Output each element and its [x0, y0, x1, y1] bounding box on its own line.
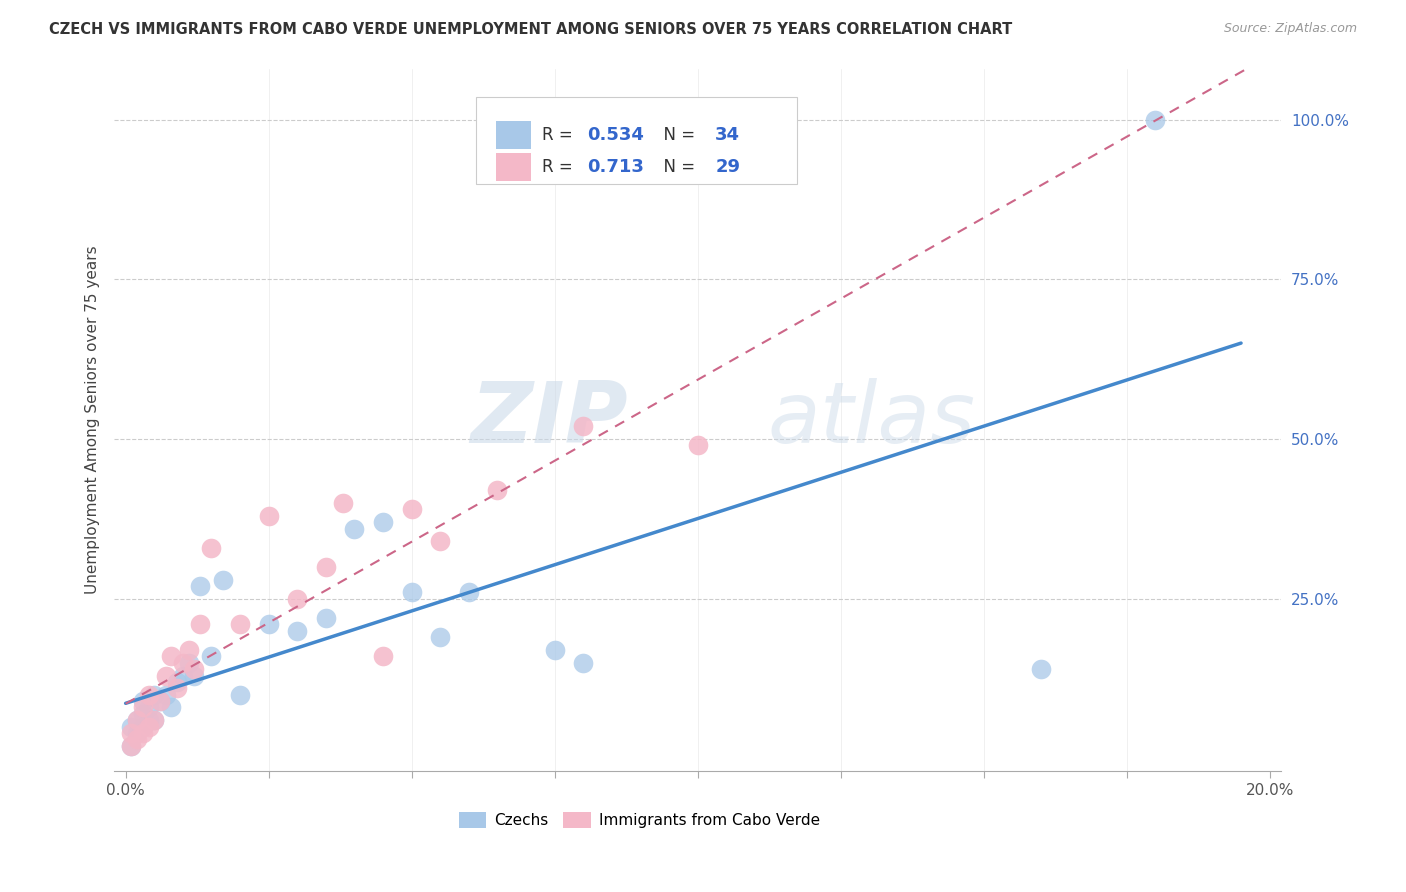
Point [200, 541, 222, 555]
Point [138, 700, 160, 714]
Point [166, 681, 188, 696]
Point [257, 508, 280, 523]
Point [332, 496, 354, 510]
Point [155, 668, 177, 682]
Point [401, 502, 423, 516]
Point [401, 585, 423, 599]
Text: N =: N = [654, 158, 700, 176]
Point [132, 694, 155, 708]
Point [125, 732, 148, 747]
Text: CZECH VS IMMIGRANTS FROM CABO VERDE UNEMPLOYMENT AMONG SENIORS OVER 75 YEARS COR: CZECH VS IMMIGRANTS FROM CABO VERDE UNEM… [49, 22, 1012, 37]
Point [257, 617, 280, 632]
Point [160, 700, 183, 714]
Point [138, 713, 160, 727]
Point [285, 591, 308, 606]
Point [343, 522, 366, 536]
Text: 34: 34 [716, 127, 740, 145]
Text: N =: N = [654, 127, 700, 145]
Point [149, 694, 172, 708]
Legend: Czechs, Immigrants from Cabo Verde: Czechs, Immigrants from Cabo Verde [453, 805, 825, 834]
Point [371, 649, 394, 664]
Point [132, 720, 155, 734]
Text: 0.534: 0.534 [586, 127, 644, 145]
Point [212, 573, 235, 587]
Point [188, 617, 211, 632]
Point [1144, 112, 1167, 127]
Text: ZIP: ZIP [470, 378, 627, 461]
Point [172, 656, 194, 670]
Point [138, 688, 160, 702]
Point [572, 419, 595, 434]
Point [429, 630, 451, 644]
Point [229, 688, 252, 702]
Point [285, 624, 308, 638]
Text: Source: ZipAtlas.com: Source: ZipAtlas.com [1223, 22, 1357, 36]
Point [120, 726, 142, 740]
Point [160, 649, 183, 664]
Point [166, 674, 188, 689]
Point [172, 668, 194, 682]
Point [229, 617, 252, 632]
Point [132, 726, 155, 740]
Point [125, 713, 148, 727]
Point [486, 483, 509, 498]
Point [177, 656, 200, 670]
Text: R =: R = [543, 158, 578, 176]
Point [188, 579, 211, 593]
Point [543, 643, 565, 657]
Point [315, 611, 337, 625]
FancyBboxPatch shape [475, 96, 797, 185]
Point [132, 706, 155, 721]
FancyBboxPatch shape [496, 153, 531, 181]
Point [125, 713, 148, 727]
Text: atlas: atlas [768, 378, 976, 461]
Y-axis label: Unemployment Among Seniors over 75 years: Unemployment Among Seniors over 75 years [86, 245, 100, 594]
Point [183, 662, 205, 676]
Point [138, 720, 160, 734]
Point [371, 515, 394, 529]
Point [200, 649, 222, 664]
Point [120, 720, 142, 734]
Point [183, 668, 205, 682]
Point [143, 713, 166, 727]
Point [177, 643, 200, 657]
Point [143, 688, 166, 702]
Text: R =: R = [543, 127, 578, 145]
Text: 29: 29 [716, 158, 740, 176]
Point [572, 656, 595, 670]
Text: 0.713: 0.713 [586, 158, 644, 176]
Point [132, 700, 155, 714]
Point [143, 713, 166, 727]
Point [120, 739, 142, 753]
FancyBboxPatch shape [496, 121, 531, 149]
Point [315, 560, 337, 574]
Point [686, 438, 709, 452]
Point [155, 688, 177, 702]
Point [149, 694, 172, 708]
Point [457, 585, 479, 599]
Point [429, 534, 451, 549]
Point [120, 739, 142, 753]
Point [125, 726, 148, 740]
Point [1029, 662, 1052, 676]
